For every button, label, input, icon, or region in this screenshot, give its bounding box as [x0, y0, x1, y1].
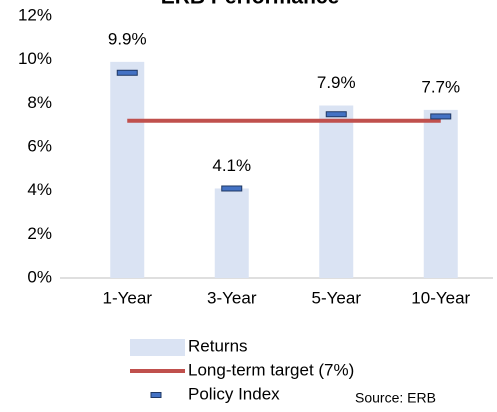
x-tick-label: 10-Year	[411, 288, 470, 307]
x-tick-label: 3-Year	[207, 288, 257, 307]
chart-title: ERB Performance	[161, 0, 340, 9]
bar	[423, 109, 458, 278]
legend-label: Returns	[188, 336, 248, 355]
x-tick-label: 5-Year	[312, 288, 362, 307]
legend-swatch	[150, 392, 162, 398]
y-tick-label: 10%	[18, 49, 52, 68]
x-tick-label: 1-Year	[103, 288, 153, 307]
bar	[214, 188, 249, 278]
y-tick-label: 6%	[27, 136, 52, 155]
policy-marker	[430, 113, 452, 120]
source: Source: ERB	[355, 390, 436, 406]
policy-marker	[221, 185, 243, 192]
value-label: 9.9%	[108, 29, 147, 48]
legend-label: Policy Index	[188, 384, 280, 403]
y-tick-label: 2%	[27, 224, 52, 243]
legend-label: Long-term target (7%)	[188, 360, 354, 379]
policy-marker	[325, 111, 347, 118]
policy-marker	[116, 69, 138, 76]
value-label: 4.1%	[212, 156, 251, 175]
y-tick-label: 12%	[18, 5, 52, 24]
bar	[110, 61, 145, 278]
y-tick-label: 8%	[27, 93, 52, 112]
y-tick-label: 4%	[27, 180, 52, 199]
y-tick-label: 0%	[27, 267, 52, 286]
value-label: 7.9%	[317, 73, 356, 92]
bar	[319, 105, 354, 279]
value-label: 7.7%	[421, 77, 460, 96]
legend-swatch	[130, 339, 185, 356]
